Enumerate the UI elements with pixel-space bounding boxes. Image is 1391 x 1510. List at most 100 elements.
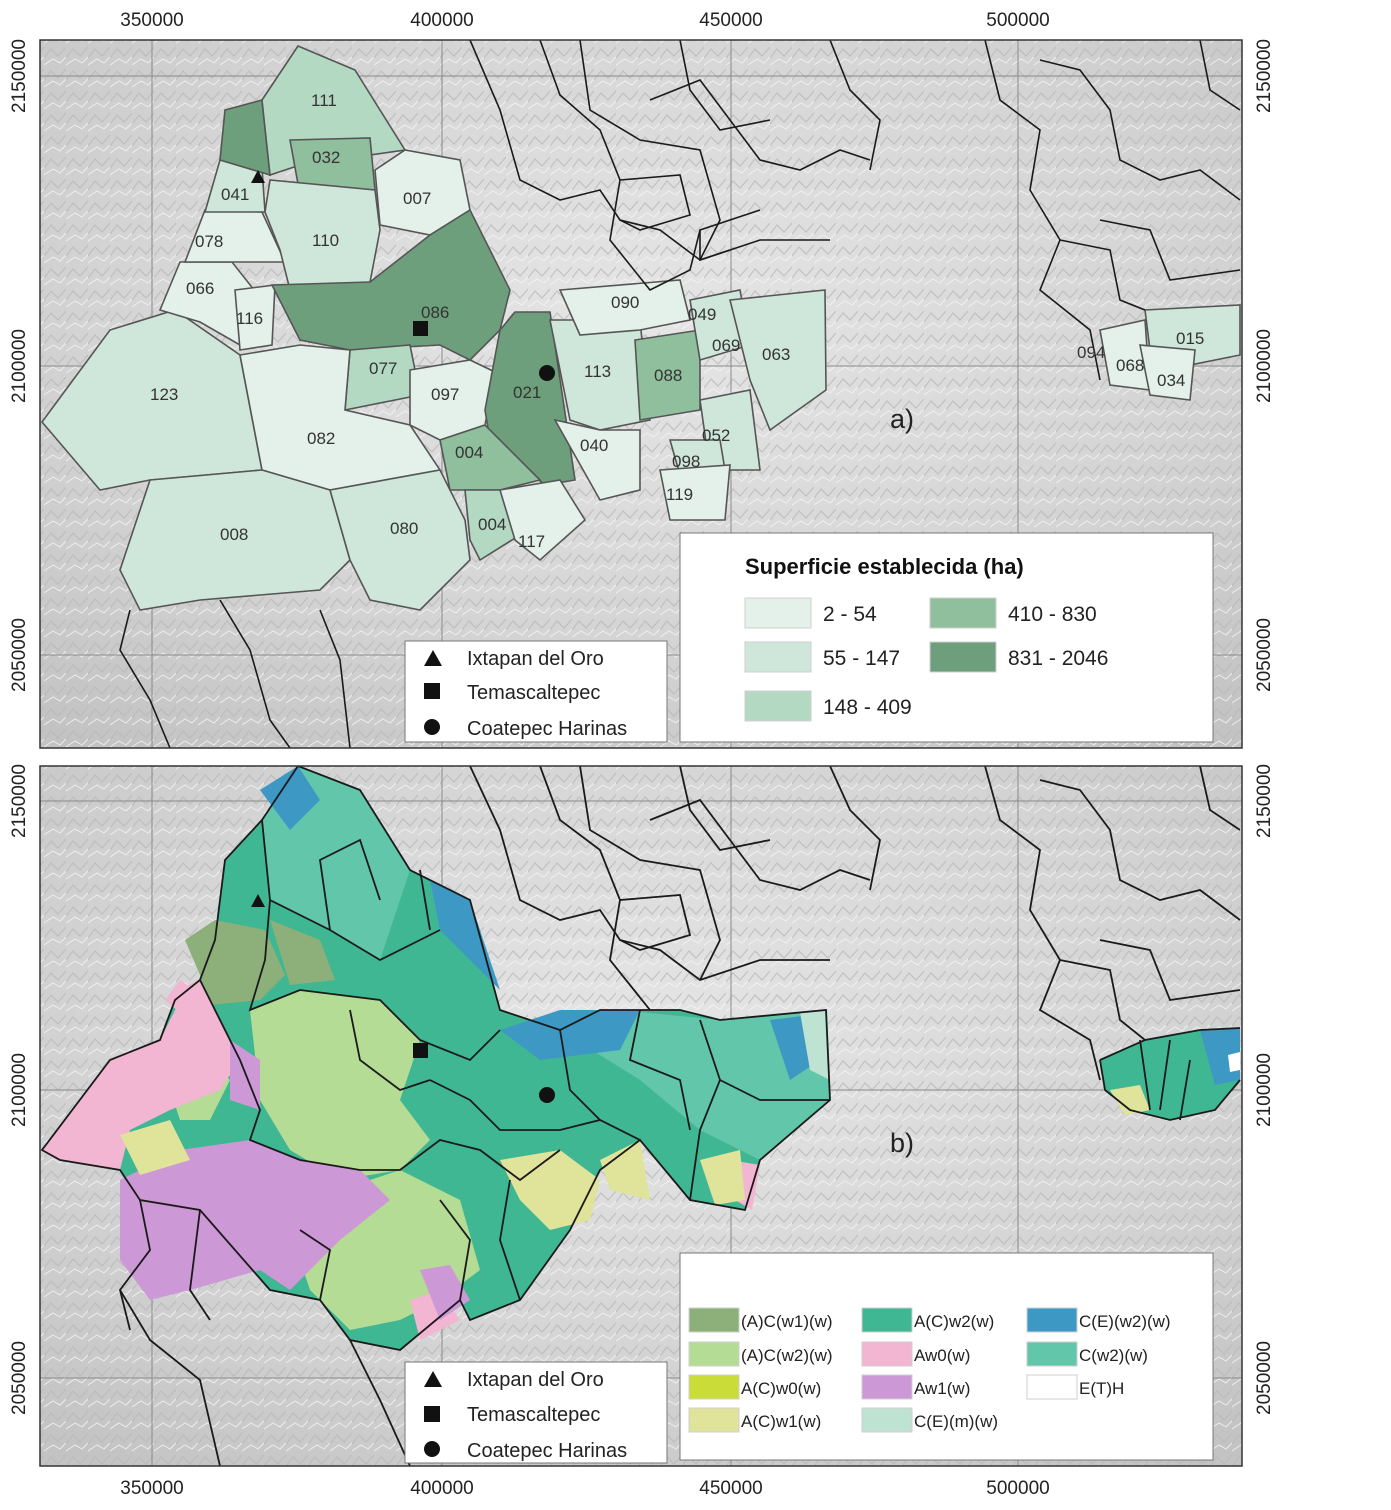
coatepec-marker bbox=[539, 365, 555, 381]
mun-label: 110 bbox=[312, 231, 339, 250]
mun-label: 052 bbox=[702, 426, 730, 445]
panel-a-tag: a) bbox=[890, 404, 914, 434]
climate-label: Aw1(w) bbox=[914, 1379, 970, 1398]
climate-label: Aw0(w) bbox=[914, 1346, 970, 1365]
x-tick-label: 350000 bbox=[120, 10, 183, 31]
panel-a-municipalities bbox=[40, 45, 1241, 611]
climate-swatch bbox=[861, 1374, 913, 1400]
locality-label: Coatepec Harinas bbox=[467, 718, 627, 740]
y-tick-label: 2050000 bbox=[1254, 618, 1275, 692]
coatepec-marker bbox=[539, 1087, 555, 1103]
mun-polygon bbox=[553, 418, 641, 501]
mun-label: 032 bbox=[312, 148, 340, 167]
surface-class-label: 148 - 409 bbox=[823, 696, 912, 719]
x-ticks-top: 350000 400000 450000 500000 bbox=[120, 10, 1049, 31]
mun-label: 015 bbox=[1176, 329, 1204, 348]
climate-zone bbox=[800, 1010, 830, 1080]
mun-label: 097 bbox=[431, 385, 459, 404]
climate-zone bbox=[42, 980, 240, 1170]
climate-swatch bbox=[861, 1407, 913, 1433]
climate-swatch bbox=[1026, 1307, 1078, 1333]
panel-b: b) Ixtapan del Oro Temascaltepec Coatepe… bbox=[39, 765, 1243, 1467]
climate-zone bbox=[420, 1265, 470, 1320]
climate-label: (A)C(w1)(w) bbox=[741, 1312, 833, 1331]
y-tick-label: 2150000 bbox=[1254, 764, 1275, 838]
y-tick-label: 2100000 bbox=[1254, 329, 1275, 403]
mun-polygon bbox=[234, 284, 276, 351]
surface-class-label: 55 - 147 bbox=[823, 647, 900, 670]
mun-label: 040 bbox=[580, 436, 608, 455]
mun-polygon bbox=[439, 424, 542, 491]
climate-zone bbox=[260, 766, 320, 830]
surface-class-label: 410 - 830 bbox=[1008, 603, 1097, 626]
mun-label: 034 bbox=[1157, 371, 1185, 390]
climate-label: A(C)w1(w) bbox=[741, 1412, 821, 1431]
mun-label: 113 bbox=[584, 362, 611, 381]
climate-zone bbox=[185, 920, 285, 1005]
mun-polygon bbox=[1139, 344, 1196, 401]
panel-a-labels: 111 032 041 007 078 110 066 116 086 090 … bbox=[150, 91, 1204, 551]
mun-polygon bbox=[328, 469, 471, 611]
mun-label: 008 bbox=[220, 525, 248, 544]
panel-b-climate-legend: (A)C(w1)(w) (A)C(w2)(w) A(C)w0(w) A(C)w1(w)… bbox=[679, 1252, 1214, 1461]
climate-zone bbox=[560, 1010, 830, 1160]
mun-polygon bbox=[119, 469, 351, 611]
mun-label: 004 bbox=[478, 515, 506, 534]
panel-a-axes bbox=[39, 39, 1243, 749]
surface-class-swatch bbox=[929, 641, 997, 673]
climate-zone bbox=[600, 1140, 650, 1200]
mun-label: 049 bbox=[688, 305, 716, 324]
mun-label: 069 bbox=[712, 336, 740, 355]
climate-zone bbox=[1228, 1052, 1240, 1072]
climate-swatch bbox=[1026, 1374, 1078, 1400]
climate-label: C(E)(w2)(w) bbox=[1079, 1312, 1171, 1331]
surface-class-swatch bbox=[744, 690, 812, 722]
surface-class-swatch bbox=[744, 597, 812, 629]
climate-zone bbox=[500, 1150, 600, 1230]
mun-label: 078 bbox=[195, 232, 223, 251]
y-tick-label: 2100000 bbox=[9, 1053, 30, 1127]
surface-class-swatch bbox=[744, 641, 812, 673]
climate-swatch bbox=[861, 1341, 913, 1367]
temascaltepec-marker bbox=[413, 1043, 428, 1058]
ixtapan-marker bbox=[251, 170, 265, 183]
mun-label: 111 bbox=[311, 91, 337, 110]
x-tick-label: 400000 bbox=[410, 1478, 473, 1499]
panel-a-locality-legend: Ixtapan del Oro Temascaltepec Coatepec H… bbox=[404, 640, 668, 743]
climate-zone bbox=[165, 980, 210, 1030]
panel-a: 111 032 041 007 078 110 066 116 086 090 … bbox=[39, 39, 1243, 749]
axis-ticks: 350000 400000 450000 500000 350000 40000… bbox=[9, 10, 1275, 1499]
mun-label: 041 bbox=[221, 185, 249, 204]
surface-legend-title: Superficie establecida (ha) bbox=[745, 554, 1024, 579]
mun-polygon bbox=[264, 179, 381, 291]
y-tick-label: 2100000 bbox=[1254, 1053, 1275, 1127]
mun-label: 088 bbox=[654, 366, 682, 385]
mun-polygon bbox=[498, 479, 587, 562]
mun-polygon bbox=[558, 279, 691, 336]
climate-zone bbox=[1110, 1085, 1150, 1115]
mun-label: 007 bbox=[403, 189, 431, 208]
temascaltepec-marker bbox=[413, 321, 428, 336]
climate-swatch bbox=[861, 1307, 913, 1333]
y-tick-label: 2050000 bbox=[9, 1341, 30, 1415]
y-tick-label: 2150000 bbox=[9, 764, 30, 838]
climate-label: E(T)H bbox=[1079, 1379, 1124, 1398]
climate-swatch bbox=[688, 1374, 740, 1400]
y-tick-label: 2150000 bbox=[1254, 39, 1275, 113]
mun-polygon bbox=[634, 329, 701, 421]
locality-label: Temascaltepec bbox=[467, 682, 600, 704]
mun-label: 117 bbox=[518, 532, 545, 551]
locality-label: Temascaltepec bbox=[467, 1404, 600, 1426]
climate-zone bbox=[430, 880, 500, 990]
surface-class-swatch bbox=[929, 597, 997, 629]
climate-zone bbox=[120, 1140, 390, 1300]
mun-label: 119 bbox=[666, 485, 693, 504]
mun-label: 086 bbox=[421, 303, 449, 322]
x-tick-label: 450000 bbox=[699, 1478, 762, 1499]
mun-label: 123 bbox=[150, 385, 178, 404]
climate-zone bbox=[250, 990, 430, 1180]
x-ticks-bottom: 350000 400000 450000 500000 bbox=[120, 1478, 1049, 1499]
climate-label: C(w2)(w) bbox=[1079, 1346, 1148, 1365]
mun-label: 066 bbox=[186, 279, 214, 298]
